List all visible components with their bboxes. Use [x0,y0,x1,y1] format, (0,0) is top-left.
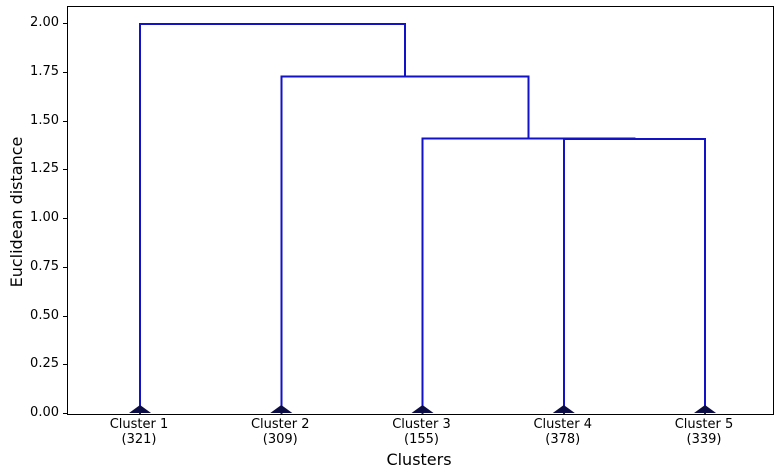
y-tick-mark [63,364,67,366]
y-tick-label: 1.25 [30,161,59,177]
y-tick-mark [63,71,67,73]
x-tick-label-cluster-3: Cluster 3 (155) [362,417,482,447]
leaf-collapsed-marker [411,405,434,413]
cluster-name: Cluster 1 [109,417,169,432]
x-tick-label-cluster-2: Cluster 2 (309) [220,417,340,447]
x-tick-label-cluster-5: Cluster 5 (339) [644,417,764,447]
plot-area [67,6,774,415]
dendrogram-link [139,23,406,414]
y-tick-mark [63,120,67,122]
y-tick-label: 1.75 [30,63,59,79]
cluster-count: (309) [262,432,298,447]
y-tick-label: 1.50 [30,112,59,128]
x-axis-title: Clusters [386,450,452,469]
dendrogram-link [421,137,636,414]
cluster-count: (155) [404,432,439,447]
cluster-name: Cluster 2 [250,417,310,432]
y-tick-label: 0.75 [30,258,59,274]
dendrogram-link [280,75,530,414]
y-tick-label: 0.25 [30,356,59,372]
y-tick-mark [63,315,67,317]
leaf-collapsed-marker [270,405,293,413]
dendrogram-link [562,138,707,414]
y-tick-mark [63,218,67,219]
dendrogram-svg [129,23,717,414]
cluster-name: Cluster 4 [533,417,593,432]
cluster-count: (321) [121,432,157,447]
y-tick-mark [63,266,67,268]
x-tick-label-cluster-1: Cluster 1 (321) [79,417,199,447]
y-tick-label: 0.00 [30,405,59,420]
y-tick-mark [63,169,67,171]
leaf-collapsed-marker [694,405,717,413]
leaf-collapsed-marker [129,405,152,413]
y-tick-mark [63,413,67,414]
y-tick-label: 0.50 [30,307,59,323]
cluster-name: Cluster 3 [392,417,451,432]
y-tick-mark [63,23,67,24]
y-tick-label: 2.00 [30,15,59,30]
cluster-name: Cluster 5 [674,417,734,432]
x-tick-label-cluster-4: Cluster 4 (378) [503,417,623,447]
leaf-collapsed-marker [552,405,575,413]
y-tick-label: 1.00 [30,210,59,225]
cluster-count: (339) [686,432,722,447]
cluster-count: (378) [545,432,581,447]
